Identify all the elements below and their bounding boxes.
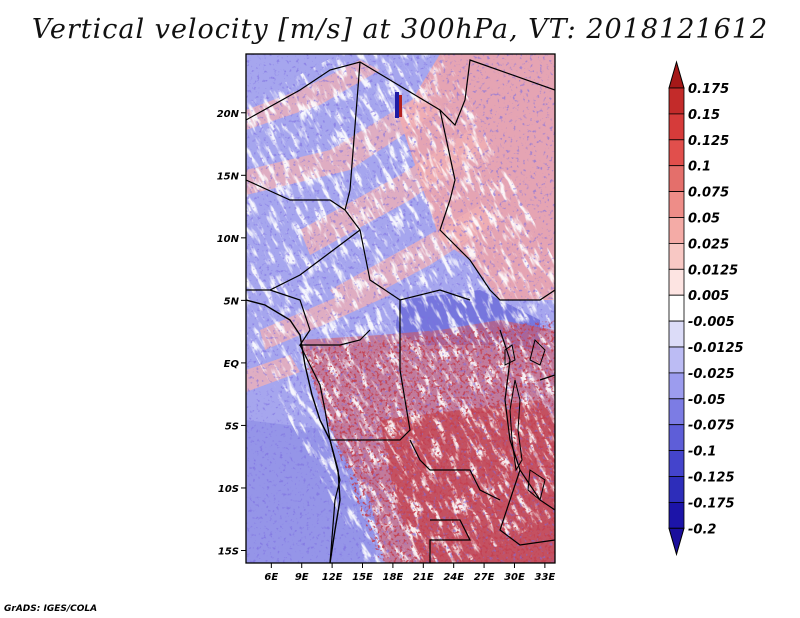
lon-tick-label: 27E xyxy=(474,572,495,583)
colorbar-swatch xyxy=(668,165,685,192)
colorbar-swatch xyxy=(668,450,685,477)
lon-tick-label: 30E xyxy=(504,572,525,583)
colorbar-level-label: 0.0125 xyxy=(688,263,738,278)
lat-tick-label: 5S xyxy=(225,421,239,432)
colorbar-bottom-arrow xyxy=(668,527,685,557)
colorbar-swatch xyxy=(668,139,685,167)
lat-tick-label: EQ xyxy=(224,359,240,370)
colorbar-level-label: 0.125 xyxy=(688,134,729,149)
lat-tick-label: 15S xyxy=(218,546,239,557)
lon-tick-label: 9E xyxy=(295,572,309,583)
colorbar-level-label: -0.1 xyxy=(688,445,716,460)
colorbar-top-arrow xyxy=(668,60,685,89)
colorbar-swatch xyxy=(668,217,685,244)
lon-tick-label: 33E xyxy=(534,572,555,583)
lon-tick-label: 15E xyxy=(352,572,373,583)
colorbar-level-label: -0.2 xyxy=(688,522,716,537)
colorbar-swatch xyxy=(668,242,685,270)
lat-tick-label: 10S xyxy=(218,484,239,495)
latitude-axis: 20N 15N 10N 5N EQ 5S 10S 15S xyxy=(217,109,246,557)
colorbar-level-label: 0.075 xyxy=(688,186,729,201)
colorbar-level-label: 0.05 xyxy=(688,212,720,227)
lon-tick-label: 24E xyxy=(443,572,464,583)
colorbar-swatch xyxy=(668,346,685,374)
colorbar-level-label: -0.075 xyxy=(688,419,735,434)
colorbar-level-label: -0.005 xyxy=(688,315,735,330)
colorbar-level-label: 0.025 xyxy=(688,237,729,252)
colorbar-swatch xyxy=(668,424,685,452)
lat-tick-label: 20N xyxy=(217,109,240,120)
colorbar-swatch xyxy=(668,501,685,529)
grads-credit: GrADS: IGES/COLA xyxy=(4,604,98,614)
colorbar-swatch xyxy=(668,476,685,503)
colorbar-swatch xyxy=(668,113,685,141)
colorbar-level-label: -0.05 xyxy=(688,393,725,408)
lat-tick-label: 15N xyxy=(217,171,240,182)
colorbar-swatch xyxy=(668,398,685,426)
colorbar-swatch xyxy=(668,372,685,400)
colorbar: 0.175 0.15 0.125 0.1 0.075 0.05 0.025 0.0125 0.0… xyxy=(668,60,744,557)
lat-tick-label: 5N xyxy=(224,296,240,307)
colorbar-level-label: 0.15 xyxy=(688,108,720,123)
map-title: Vertical velocity [m/s] at 300hPa, VT: 2… xyxy=(31,14,769,45)
colorbar-swatch xyxy=(668,87,685,115)
colorbar-swatch xyxy=(668,294,685,322)
colorbar-swatch xyxy=(668,268,685,296)
lat-tick-label: 10N xyxy=(217,234,240,245)
colorbar-level-label: -0.175 xyxy=(688,496,735,511)
map-field xyxy=(246,54,555,563)
lon-tick-label: 21E xyxy=(413,572,434,583)
colorbar-level-label: 0.005 xyxy=(688,289,729,304)
lon-tick-label: 12E xyxy=(322,572,343,583)
colorbar-swatch xyxy=(668,191,685,218)
colorbar-level-label: 0.175 xyxy=(688,82,729,97)
map-frame xyxy=(245,53,556,564)
colorbar-level-label: -0.025 xyxy=(688,367,735,382)
colorbar-level-label: -0.0125 xyxy=(688,341,744,356)
colorbar-level-label: -0.125 xyxy=(688,471,735,486)
lon-tick-label: 6E xyxy=(264,572,278,583)
colorbar-level-label: 0.1 xyxy=(688,160,711,175)
longitude-axis: 6E 9E 12E 15E 18E 21E 24E 27E 30E 33E xyxy=(264,563,555,583)
colorbar-swatch xyxy=(668,320,685,348)
lon-tick-label: 18E xyxy=(383,572,404,583)
